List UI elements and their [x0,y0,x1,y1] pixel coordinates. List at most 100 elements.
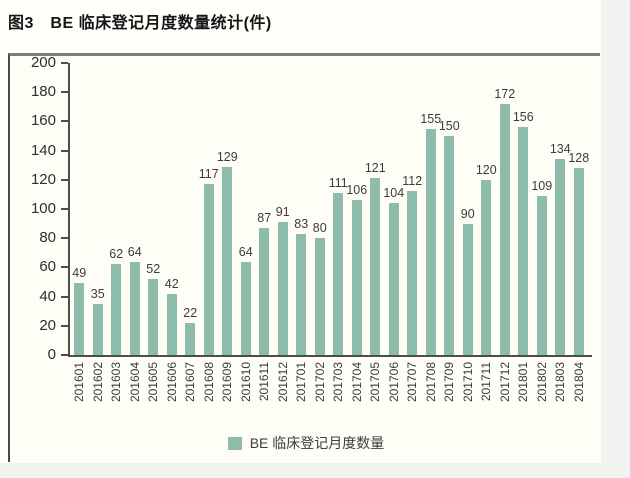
x-axis-label: 201607 [183,362,198,403]
x-axis-label: 201803 [553,362,568,403]
bar-value-label: 111 [328,175,348,190]
y-axis-label: 120 [30,170,56,188]
bar-value-label: 62 [109,247,124,262]
y-axis-label: 20 [39,316,56,334]
chart-box: 0 20 40 60 80 100 120 140 160 180 200 49 35 62 64 52 42… [8,53,600,462]
x-axis-label: 201609 [220,362,235,403]
x-axis-label: 201710 [460,362,475,403]
bar-201706 [388,203,399,355]
y-axis-tick [61,354,68,356]
x-axis-label: 201802 [534,362,549,403]
y-axis-label: 100 [30,200,56,217]
bar-value-label: 91 [275,205,290,220]
bar-201708 [425,128,436,355]
bar-201710 [462,223,473,355]
bar-201612 [277,222,288,355]
x-axis-label: 201611 [257,362,272,402]
bar-value-label: 120 [475,162,497,177]
bar-value-label: 156 [512,110,534,125]
x-axis-label: 201712 [497,362,512,403]
x-axis-label: 201602 [90,362,105,403]
bar-201709 [444,136,455,355]
bar-201601 [74,283,85,355]
x-axis-label: 201608 [201,362,216,403]
bar-value-label: 129 [216,149,238,164]
bar-value-label: 172 [494,86,516,101]
bar-value-label: 83 [294,216,309,231]
bar-201711 [481,179,492,355]
x-axis-label: 201702 [312,362,327,403]
bar-value-label: 109 [531,178,553,193]
x-axis-label: 201801 [516,362,531,403]
y-axis-label: 80 [39,229,56,247]
bar-201602 [92,303,103,355]
bar-value-label: 128 [568,151,590,166]
bar-201609 [222,166,233,355]
bar-value-label: 42 [164,276,179,291]
bar-201603 [111,264,122,355]
content-area: 图3 BE 临床登记月度数量统计(件) 0 20 40 60 80 100 120 140 16… [0,0,601,463]
x-axis-label: 201612 [275,362,290,403]
bar-201606 [166,293,177,355]
y-axis-tick [61,208,68,210]
bar-201605 [148,279,159,355]
x-axis-label: 201709 [442,362,457,403]
x-axis-label: 201606 [164,362,179,403]
y-axis-label: 180 [30,83,56,101]
x-axis-label: 201708 [423,362,438,403]
y-axis-label: 140 [30,141,56,159]
bar-value-label: 134 [549,142,571,157]
bar-201802 [536,195,547,355]
bar-value-label: 90 [460,206,475,221]
bar-value-label: 64 [127,244,142,259]
y-axis-tick [61,91,68,94]
bar-201604 [129,261,140,355]
x-axis-label: 201701 [294,362,309,403]
bar-201804 [573,168,584,355]
bar-value-label: 64 [238,244,253,259]
bar-201705 [370,178,381,355]
y-axis-tick [61,237,68,240]
bar-201702 [314,238,325,355]
chart-legend: BE 临床登记月度数量 [10,433,602,453]
bar-201712 [499,103,510,355]
bar-value-label: 104 [383,186,405,201]
x-axis-line [68,355,592,357]
x-axis-label: 201704 [349,362,364,403]
y-axis-label: 200 [30,54,56,71]
bar-value-label: 112 [402,174,423,189]
bar-201608 [203,184,214,355]
bar-value-label: 155 [420,111,442,126]
y-axis-tick [61,295,68,298]
x-axis-label: 201711 [479,362,494,402]
y-axis-tick [61,324,68,327]
y-axis-label: 0 [47,346,56,363]
chart-canvas: 0 20 40 60 80 100 120 140 160 180 200 49 35 62 64 52 42… [10,54,602,462]
bar-201610 [240,261,251,355]
y-axis-line [68,63,70,357]
x-axis-label: 201706 [386,362,401,403]
bar-201704 [351,200,362,355]
legend-swatch [227,436,242,450]
x-axis-label: 201601 [72,362,87,403]
bar-value-label: 150 [438,119,460,133]
page-title: 图3 BE 临床登记月度数量统计(件) [8,15,272,32]
bar-201703 [333,192,344,355]
bar-201611 [259,227,270,355]
bar-value-label: 87 [257,210,272,225]
y-axis-label: 60 [39,258,56,276]
x-axis-label: 201705 [368,362,383,403]
legend-label: BE 临床登记月度数量 [249,435,385,451]
y-axis-tick [61,62,68,64]
x-axis-label: 201610 [238,362,253,403]
y-axis-tick [61,120,68,123]
bar-value-label: 106 [346,183,368,198]
bar-201707 [407,191,418,355]
bar-201801 [518,127,529,355]
bar-201701 [296,233,307,355]
x-axis-label: 201707 [405,362,420,403]
x-axis-label: 201605 [146,362,161,403]
bar-value-label: 117 [198,167,219,182]
y-axis-label: 160 [30,112,56,130]
bar-201607 [185,322,196,355]
